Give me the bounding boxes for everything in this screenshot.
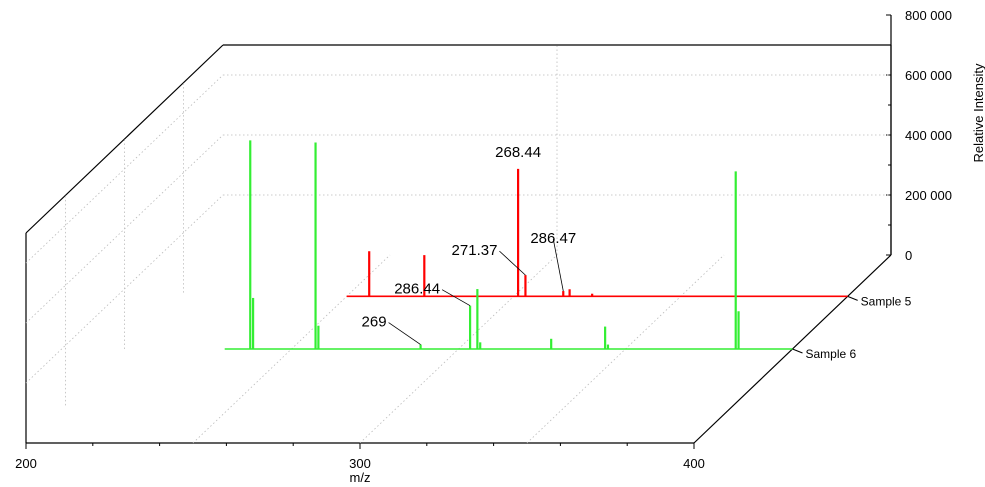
series-label-leader [847,295,858,301]
peak-annotation: 286.44 [394,281,440,298]
y-tick-label: 0 [905,248,912,263]
chart-labels: 0 200 000 400 000 600 000 800 000 Relative In… [15,8,985,485]
series-sample-5 [346,168,848,298]
frame-edge [25,44,224,234]
y-tick-label: 200 000 [905,188,952,203]
annotation-leader [388,322,421,345]
chart-frame [25,14,892,449]
y-axis-title: Relative Intensity [971,63,985,162]
peak-annotation: 286.47 [530,230,576,247]
annotation-leader [552,238,564,292]
gridline-depth [25,74,224,264]
spectra-plot [224,140,848,350]
peak-annotation: 268.44 [495,144,541,161]
gridline-depth [25,134,224,324]
series-label: Sample 6 [806,347,857,361]
gridline-depth [25,194,224,384]
x-tick-label: 200 [15,456,37,471]
y-tick-label: 800 000 [905,8,952,23]
x-tick-label: 400 [683,456,705,471]
x-tick-label: 300 [349,456,371,471]
annotation-leader [441,289,471,307]
annotation-leader [499,250,526,276]
series-sample-6 [224,140,793,350]
y-tick-label: 400 000 [905,128,952,143]
x-axis-title: m/z [350,470,371,485]
series-label-leader [792,348,803,354]
y-tick-label: 600 000 [905,68,952,83]
series-label: Sample 5 [861,294,912,308]
peak-annotation: 271.37 [452,242,498,259]
peak-annotation: 269 [362,314,387,331]
